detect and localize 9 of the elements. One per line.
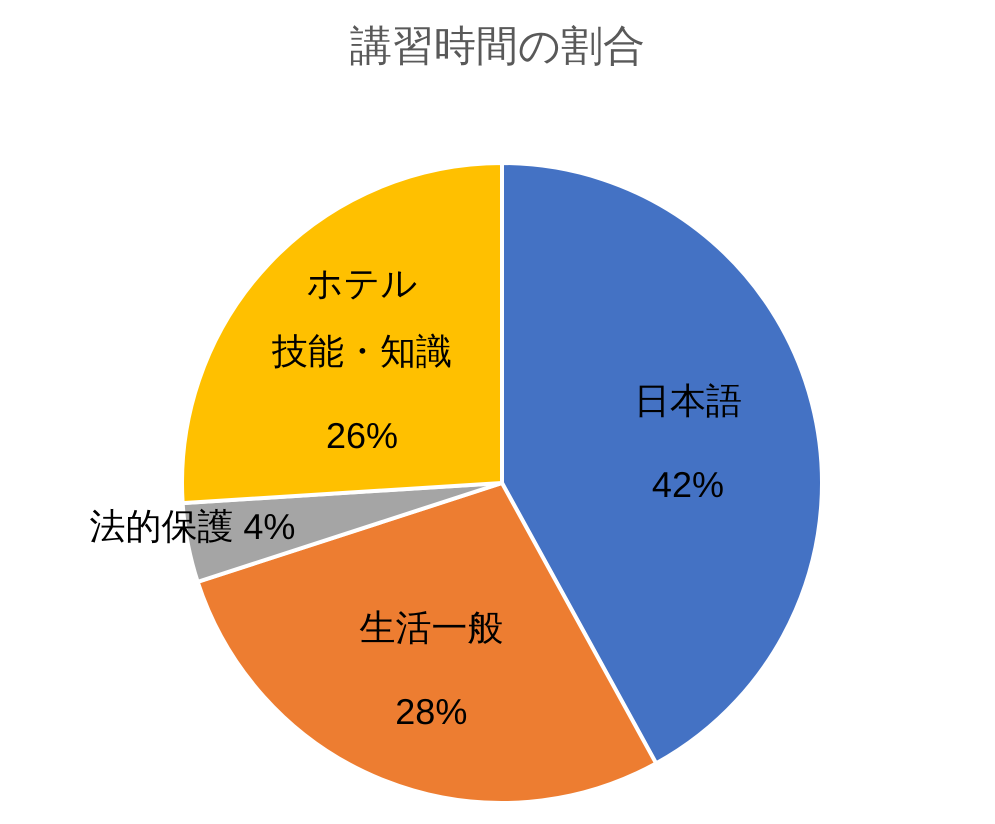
slice-label: 法的保護 xyxy=(89,504,234,549)
data-label: 28% xyxy=(395,689,468,734)
data-label: 42% xyxy=(652,463,724,508)
slice-label: 日本語 xyxy=(634,379,742,424)
data-label: 4% xyxy=(243,505,296,550)
slice-label: 生活一般 xyxy=(359,605,504,650)
chart-title: 講習時間の割合 xyxy=(349,21,646,71)
slice-label: ホテル技能・知識 xyxy=(272,261,452,374)
data-label: 26% xyxy=(326,413,398,458)
